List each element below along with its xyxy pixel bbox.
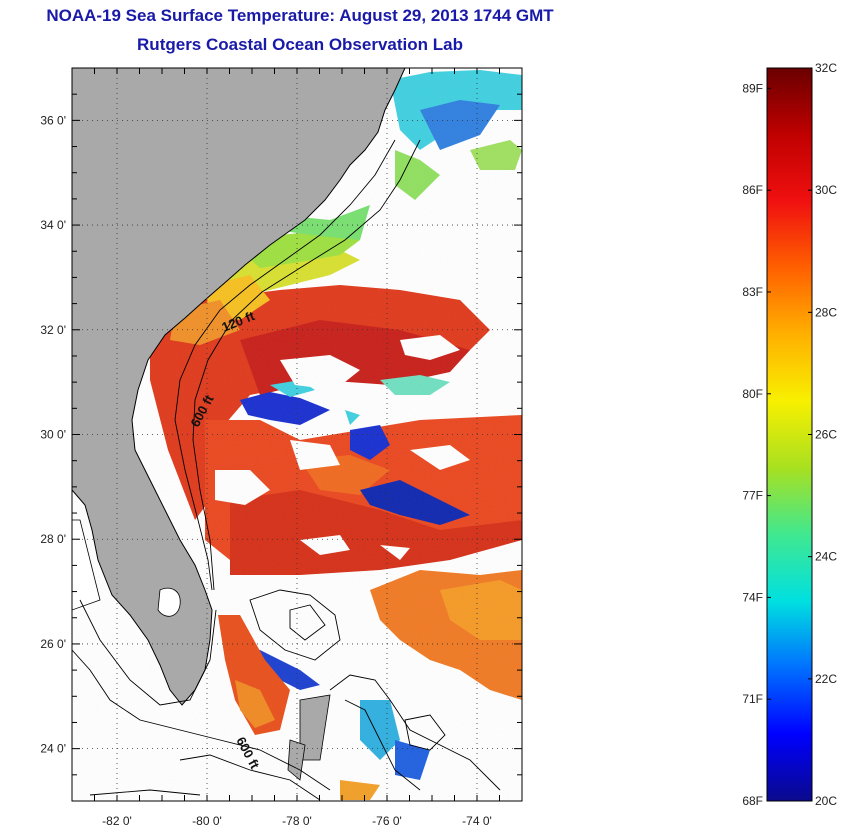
- colorbar-label-fahrenheit: 86F: [742, 183, 763, 197]
- colorbar-label-fahrenheit: 68F: [742, 794, 763, 808]
- colorbar-scale: [766, 67, 813, 802]
- lat-tick-label: 36 0': [40, 113, 66, 127]
- colorbar-label-celsius: 24C: [815, 550, 837, 564]
- colorbar-label-celsius: 26C: [815, 428, 837, 442]
- colorbar-label-fahrenheit: 77F: [742, 489, 763, 503]
- colorbar-label-celsius: 30C: [815, 183, 837, 197]
- lon-tick-label: -80 0': [192, 814, 222, 828]
- lat-tick-label: 30 0': [40, 428, 66, 442]
- lat-tick-label: 24 0': [40, 742, 66, 756]
- map-title: NOAA-19 Sea Surface Temperature: August …: [46, 6, 554, 25]
- lat-tick-label: 32 0': [40, 323, 66, 337]
- colorbar-label-fahrenheit: 74F: [742, 590, 763, 604]
- lon-tick-label: -82 0': [102, 814, 132, 828]
- land-mass: [72, 68, 406, 781]
- isobaths: [72, 139, 501, 801]
- axis-tick-labels: 24 0' 26 0' 28 0' 30 0' 32 0' 34 0' 36 0' -82 0…: [40, 113, 491, 828]
- colorbar-label-fahrenheit: 83F: [742, 285, 763, 299]
- colorbar-label-celsius: 22C: [815, 672, 837, 686]
- lon-tick-label: -78 0': [282, 814, 312, 828]
- colorbar-label-celsius: 28C: [815, 305, 837, 319]
- colorbar-label-fahrenheit: 89F: [742, 81, 763, 95]
- map-frame: [71, 67, 523, 802]
- lon-tick-label: -74 0': [462, 814, 492, 828]
- lat-tick-label: 28 0': [40, 532, 66, 546]
- colorbar-label-celsius: 32C: [815, 61, 837, 75]
- lat-tick-label: 34 0': [40, 218, 66, 232]
- graticule: [71, 67, 523, 802]
- colorbar-labels: 32C 30C 28C 26C 24C 22C 20C 89F 86F 83F 80F 77F 74F 7…: [742, 61, 837, 808]
- map-subtitle: Rutgers Coastal Ocean Observation Lab: [137, 35, 463, 54]
- lon-tick-label: -76 0': [372, 814, 402, 828]
- colorbar-label-celsius: 20C: [815, 794, 837, 808]
- colorbar-label-fahrenheit: 80F: [742, 387, 763, 401]
- lat-tick-label: 26 0': [40, 637, 66, 651]
- colorbar-label-fahrenheit: 71F: [742, 692, 763, 706]
